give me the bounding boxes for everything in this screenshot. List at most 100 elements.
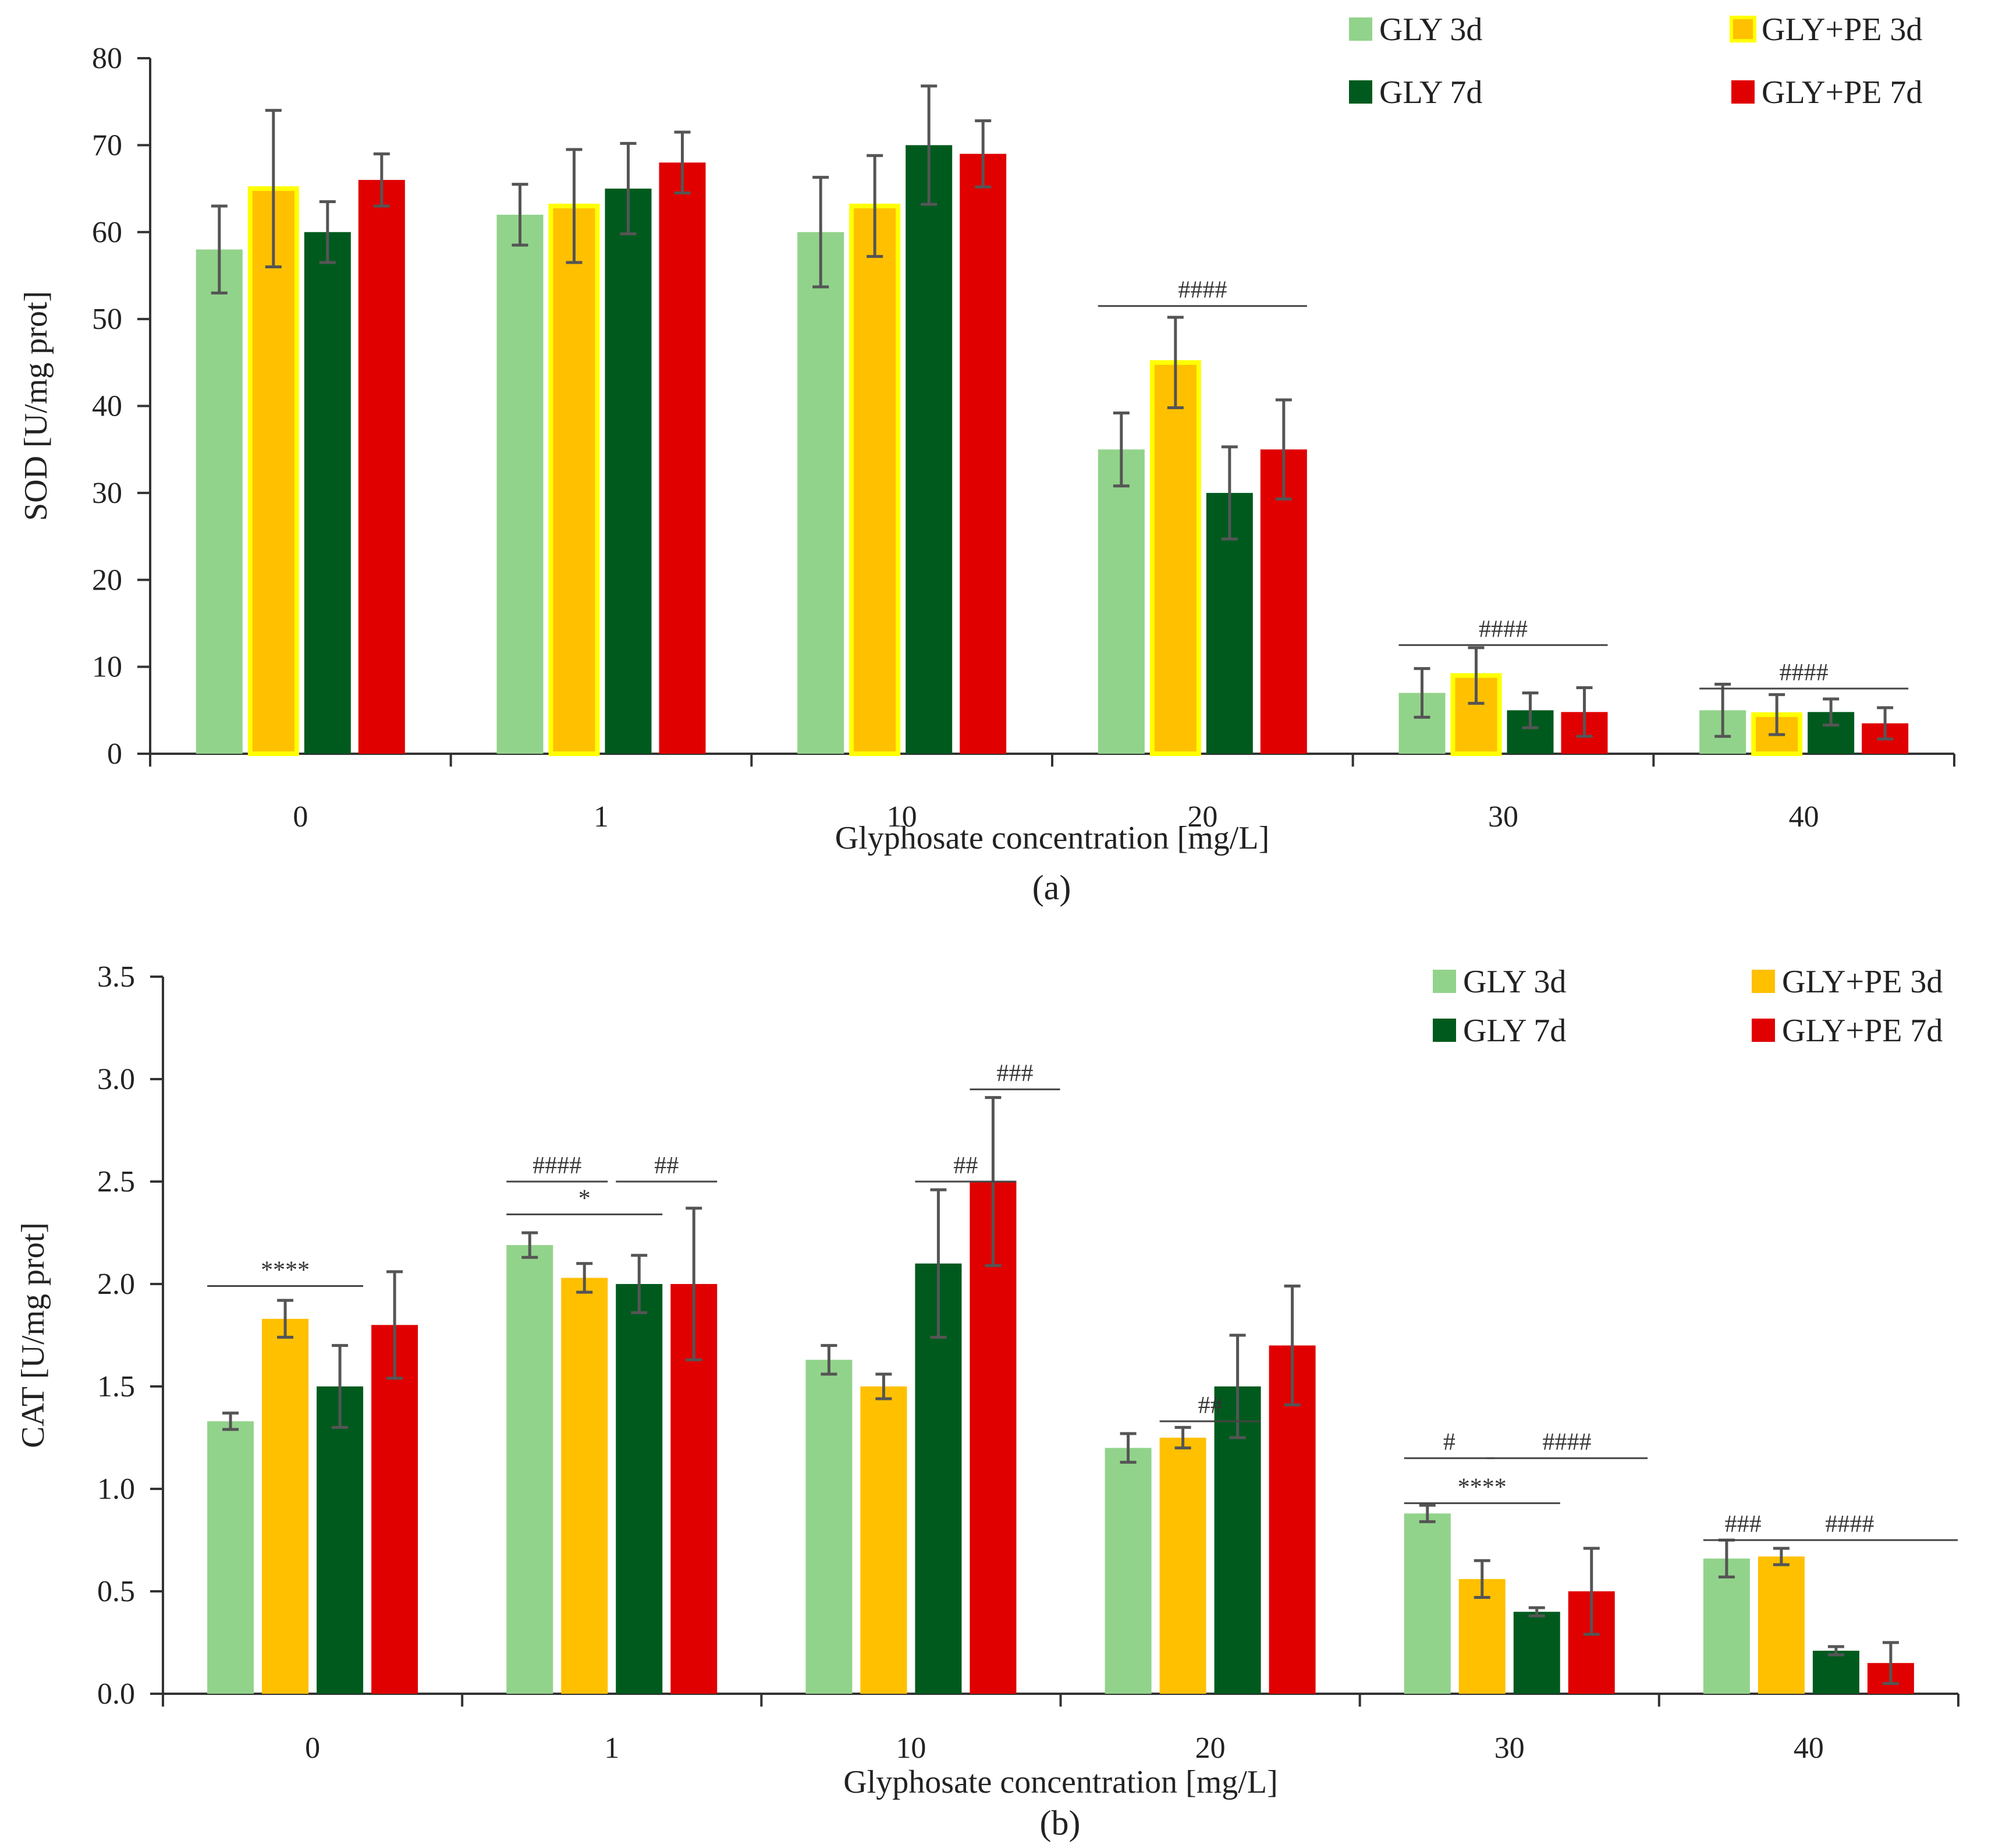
legend-swatch bbox=[1433, 970, 1456, 993]
x-tick-label: 20 bbox=[1195, 1732, 1226, 1765]
bar bbox=[1105, 1448, 1152, 1694]
bar bbox=[1098, 449, 1145, 754]
y-axis-title: CAT [U/mg prot] bbox=[15, 1222, 51, 1448]
x-tick-label: 1 bbox=[594, 800, 609, 833]
x-tick-label: 30 bbox=[1494, 1732, 1525, 1765]
bar bbox=[506, 1245, 553, 1694]
legend-label: GLY+PE 3d bbox=[1762, 12, 1922, 48]
panel-label: (b) bbox=[1040, 1804, 1081, 1842]
significance-label: #### bbox=[1479, 616, 1528, 643]
bar bbox=[1758, 1556, 1805, 1694]
y-tick-label: 3.0 bbox=[97, 1063, 135, 1096]
sod-chart-panel: 0 10 20 30 40 50 60 70 80 0 1 10 20 30 40 #### #### #### G… bbox=[0, 0, 2013, 920]
legend-label: GLY 3d bbox=[1379, 12, 1482, 48]
cat-chart-panel: 0.0 0.5 1.0 1.5 2.0 2.5 3.0 3.5 0 1 10 20 30 40 **** ##… bbox=[0, 931, 2013, 1848]
bar bbox=[849, 203, 901, 756]
bar bbox=[304, 232, 351, 754]
y-tick-label: 40 bbox=[92, 390, 122, 423]
x-tick-label: 40 bbox=[1794, 1732, 1824, 1765]
legend-swatch bbox=[1730, 16, 1756, 42]
bar bbox=[1703, 1558, 1750, 1694]
significance-label: * bbox=[578, 1185, 591, 1212]
bar bbox=[860, 1386, 907, 1694]
x-tick-label: 0 bbox=[305, 1732, 320, 1765]
y-tick-label: 60 bbox=[92, 216, 122, 249]
bar bbox=[548, 203, 600, 756]
legend-label: GLY 3d bbox=[1463, 964, 1566, 1000]
significance-label: ### bbox=[1725, 1511, 1762, 1538]
legend-label: GLY+PE 7d bbox=[1782, 1013, 1943, 1049]
significance-label: **** bbox=[1458, 1474, 1507, 1501]
x-axis-title: Glyphosate concentration [mg/L] bbox=[843, 1764, 1277, 1800]
x-tick-label: 1 bbox=[604, 1732, 619, 1765]
y-tick-label: 1.5 bbox=[97, 1370, 135, 1403]
bar bbox=[561, 1278, 608, 1694]
y-tick-label: 50 bbox=[92, 303, 122, 336]
bar bbox=[805, 1360, 853, 1694]
legend-swatch bbox=[1433, 1019, 1456, 1042]
y-tick-label: 1.0 bbox=[97, 1473, 135, 1506]
significance-label: # bbox=[1443, 1429, 1455, 1456]
y-tick-label: 2.0 bbox=[97, 1268, 135, 1301]
bar bbox=[207, 1421, 254, 1694]
bar bbox=[906, 145, 953, 754]
significance-label: #### bbox=[1825, 1511, 1874, 1538]
bar bbox=[496, 214, 544, 754]
legend-label: GLY+PE 7d bbox=[1762, 75, 1922, 111]
y-tick-label: 70 bbox=[92, 129, 122, 162]
significance-label: **** bbox=[261, 1257, 310, 1284]
y-tick-label: 10 bbox=[92, 651, 122, 684]
y-tick-label: 0 bbox=[107, 737, 122, 771]
x-tick-label: 0 bbox=[293, 800, 308, 833]
panel-label: (a) bbox=[1032, 868, 1071, 907]
bar bbox=[196, 249, 243, 754]
bar bbox=[1812, 1651, 1859, 1694]
cat-bar-chart: 0.00.51.01.52.02.53.03.50 1 10 20 30 40****##… bbox=[15, 960, 1959, 1842]
y-tick-label: 0.0 bbox=[97, 1677, 135, 1711]
significance-label: #### bbox=[532, 1152, 581, 1179]
significance-label: ## bbox=[1198, 1392, 1223, 1419]
bar bbox=[262, 1318, 309, 1694]
y-tick-label: 20 bbox=[92, 563, 122, 597]
x-tick-label: 40 bbox=[1789, 800, 1819, 833]
bar bbox=[960, 154, 1007, 754]
bar bbox=[1513, 1612, 1560, 1694]
bar bbox=[797, 232, 844, 754]
bar bbox=[358, 180, 405, 754]
bar bbox=[616, 1284, 663, 1694]
significance-label: ## bbox=[654, 1152, 679, 1179]
legend-label: GLY+PE 3d bbox=[1782, 964, 1943, 1000]
legend-label: GLY 7d bbox=[1463, 1013, 1566, 1049]
significance-label: #### bbox=[1178, 277, 1227, 304]
bar bbox=[371, 1325, 418, 1694]
bar bbox=[1149, 360, 1201, 756]
legend-swatch bbox=[1349, 17, 1372, 41]
bar bbox=[1404, 1513, 1451, 1694]
y-tick-label: 2.5 bbox=[97, 1165, 135, 1198]
bar bbox=[247, 186, 299, 756]
bar bbox=[1159, 1438, 1206, 1694]
bar bbox=[605, 189, 652, 754]
y-axis-title: SOD [U/mg prot] bbox=[18, 291, 54, 521]
x-tick-label: 30 bbox=[1488, 800, 1518, 833]
legend-label: GLY 7d bbox=[1379, 75, 1482, 111]
y-tick-label: 0.5 bbox=[97, 1575, 135, 1608]
sod-bar-chart: 0 10 20 30 40 50 60 70 80 0 1 10 20 30 40 #### #### #### G… bbox=[18, 12, 1955, 907]
x-tick-label: 10 bbox=[896, 1732, 926, 1765]
legend-swatch bbox=[1731, 80, 1755, 104]
x-axis-title: Glyphosate concentration [mg/L] bbox=[835, 820, 1269, 856]
significance-label: ## bbox=[953, 1152, 978, 1179]
x-tick-label: 10 bbox=[887, 800, 917, 833]
y-tick-label: 3.5 bbox=[97, 960, 135, 994]
significance-label: ### bbox=[997, 1060, 1034, 1087]
significance-label: #### bbox=[1542, 1429, 1591, 1456]
legend-swatch bbox=[1752, 1019, 1775, 1042]
legend-swatch bbox=[1349, 80, 1372, 104]
bar bbox=[317, 1386, 364, 1694]
bar bbox=[659, 162, 706, 754]
y-tick-label: 80 bbox=[92, 42, 122, 75]
legend-swatch bbox=[1752, 970, 1775, 993]
significance-label: #### bbox=[1780, 659, 1829, 686]
x-tick-label: 20 bbox=[1187, 800, 1217, 833]
y-tick-label: 30 bbox=[92, 477, 122, 510]
